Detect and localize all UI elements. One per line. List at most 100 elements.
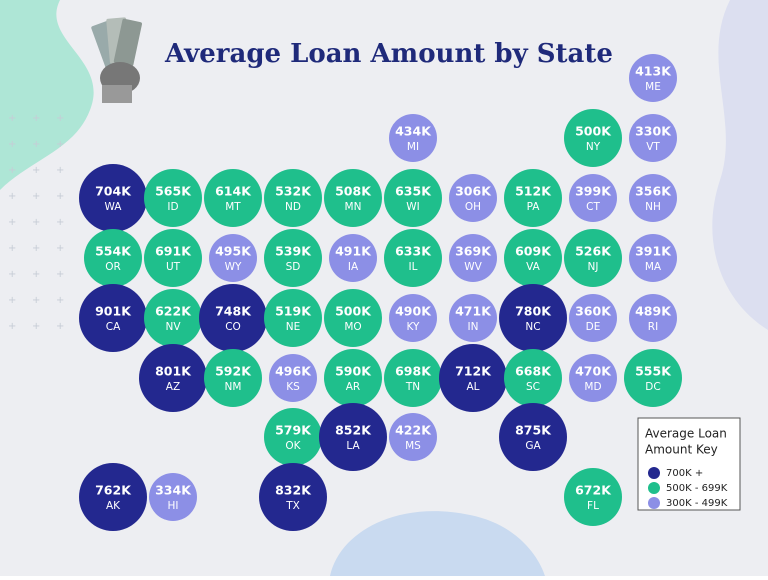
state-value: 500K [335,304,372,319]
state: 500K NY [564,109,622,167]
state-value: 356K [635,184,672,199]
state-circle [629,174,677,222]
state-circle [504,349,562,407]
state-abbr: ID [167,201,178,213]
state-abbr: MD [584,381,601,393]
state: 508K MN [324,169,382,227]
state-value: 500K [575,124,612,139]
state-abbr: AL [466,381,479,393]
blob [0,0,94,190]
state: 633K IL [384,229,442,287]
state-value: 672K [575,483,612,498]
state-circle [629,234,677,282]
state-circle [629,294,677,342]
state-abbr: PA [527,201,541,213]
state-abbr: WI [406,201,419,213]
state-abbr: MS [405,440,421,452]
state-value: 490K [395,304,432,319]
state: 712K AL [439,344,507,412]
decor: + [32,269,40,280]
legend-label: 500K - 699K [666,483,728,494]
decor: + [8,139,16,150]
decor: + [56,243,64,254]
state: 852K LA [319,403,387,471]
state-value: 495K [215,244,252,259]
state-circle [449,234,497,282]
state-value: 852K [335,423,372,438]
title: Average Loan Amount by State [164,39,613,69]
state-circle [569,294,617,342]
state-abbr: IL [409,261,418,273]
state-abbr: FL [587,500,599,512]
state-abbr: VT [646,141,660,153]
state-value: 391K [635,244,672,259]
state-value: 434K [395,124,432,139]
state-circle [564,229,622,287]
state-value: 334K [155,483,192,498]
state: 565K ID [144,169,202,227]
state-value: 512K [515,184,552,199]
state-value: 413K [635,64,672,79]
state-value: 399K [575,184,612,199]
state: 434K MI [389,114,437,162]
state-circle [204,349,262,407]
state: 691K UT [144,229,202,287]
state: 334K HI [149,473,197,521]
state-circle [84,229,142,287]
decor: + [32,165,40,176]
state-abbr: AK [106,500,121,512]
decor: + [8,165,16,176]
state-abbr: VA [526,261,541,273]
decor: + [8,113,16,124]
state-circle [264,289,322,347]
state-value: 369K [455,244,492,259]
state-abbr: MI [407,141,419,153]
state: 614K MT [204,169,262,227]
state-abbr: SC [526,381,540,393]
state-circle [569,174,617,222]
state-abbr: KS [286,381,300,393]
state-circle [324,169,382,227]
state-abbr: IA [348,261,359,273]
state-value: 762K [95,483,132,498]
state-value: 698K [395,364,432,379]
decor: + [32,191,40,202]
state-circle [624,349,682,407]
state-circle [264,408,322,466]
state-circle [389,413,437,461]
state-abbr: CT [586,201,600,213]
state: 490K KY [389,294,437,342]
state-circle [564,468,622,526]
state-abbr: DC [645,381,660,393]
state-value: 554K [95,244,132,259]
decor: + [8,217,16,228]
state-value: 555K [635,364,672,379]
state-abbr: CO [225,321,241,333]
decor: + [32,295,40,306]
state: 579K OK [264,408,322,466]
state-value: 801K [155,364,192,379]
state: 422K MS [389,413,437,461]
state: 491K IA [329,234,377,282]
state-abbr: UT [166,261,181,273]
state-circle [324,349,382,407]
blob [330,511,545,576]
state-abbr: TX [285,500,300,512]
state-abbr: OK [285,440,301,452]
state-value: 491K [335,244,372,259]
state: 672K FL [564,468,622,526]
state: 519K NE [264,289,322,347]
state-value: 496K [275,364,312,379]
state-abbr: AR [346,381,360,393]
state-abbr: CA [106,321,121,333]
state-circle [504,229,562,287]
state: 801K AZ [139,344,207,412]
state: 496K KS [269,354,317,402]
state-value: 748K [215,304,252,319]
state: 762K AK [79,463,147,531]
decor: + [56,139,64,150]
state: 832K TX [259,463,327,531]
decor: + [32,113,40,124]
state-circle [319,403,387,471]
